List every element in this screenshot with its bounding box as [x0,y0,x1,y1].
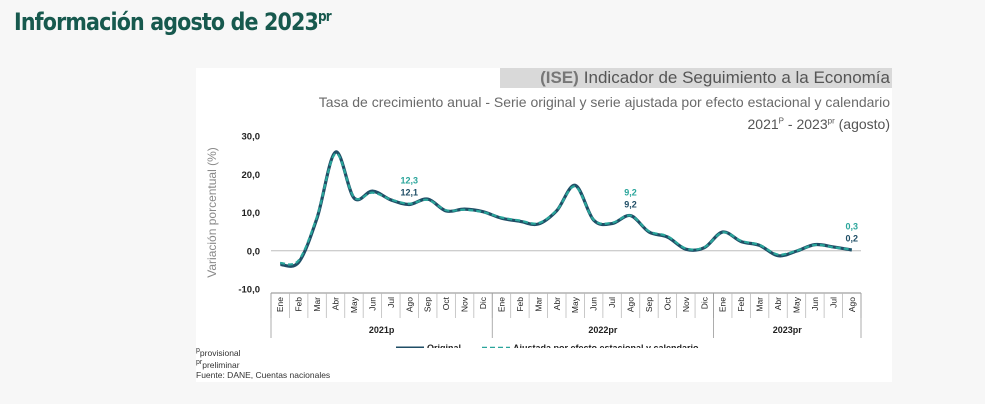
note-provisional-text: provisional [199,347,241,358]
x-tick-label: Abr [331,297,341,310]
data-label-adjusted: 0,3 [846,222,859,232]
period-end-sup: pr [827,116,835,126]
legend-label-original: Original [427,343,461,348]
note-preliminar: prpreliminar [196,358,330,370]
x-tick-label: Ago [404,297,414,312]
x-tick-label: May [791,296,801,313]
x-tick-label: May [570,296,580,313]
x-tick-label: Sep [644,297,654,312]
chart-notes: pprovisional prpreliminar Fuente: DANE, … [196,346,330,380]
series-adjusted-line [280,152,852,266]
period-start: 2021 [747,116,779,132]
x-tick-label: Ene [718,297,728,312]
year-label: 2021p [369,325,395,335]
x-tick-label: May [349,296,359,313]
x-tick-label: Jun [367,297,377,311]
y-tick-label: 20,0 [242,170,261,181]
legend-label-adjusted: Ajustada por efecto estacional y calenda… [513,343,699,348]
x-tick-label: Sep [423,297,433,312]
chart-title: Indicador de Seguimiento a la Economía [583,68,890,87]
y-tick-label: 30,0 [242,132,261,143]
x-tick-label: Feb [294,297,304,312]
x-tick-label: Mar [533,297,543,312]
data-label-adjusted: 9,2 [624,188,637,198]
x-tick-label: Abr [552,297,562,310]
x-tick-label: Jul [607,297,617,308]
chart-period: 2021P - 2023pr (agosto) [748,116,890,132]
page-title-text: Información agosto de 2023 [14,8,319,36]
period-note: (agosto) [834,116,890,132]
x-tick-label: Jun [589,297,599,311]
y-tick-label: -10,0 [238,285,260,296]
x-tick-label: Abr [773,297,783,310]
x-tick-label: Mar [312,297,322,312]
chart-title-bar: (ISE) Indicador de Seguimiento a la Econo… [500,68,892,88]
line-chart: Variación porcentual (%) 30,0 20,0 10,0 0,0 -… [205,132,862,348]
x-tick-label: Feb [736,297,746,312]
y-axis-label: Variación porcentual (%) [205,147,219,278]
x-tick-label: Jul [386,297,396,308]
period-end: 2023 [796,116,828,132]
x-tick-label: Nov [681,296,691,312]
year-label: 2022pr [588,325,618,335]
note-provisional-sup: p [196,347,200,354]
x-tick-label: Ago [847,297,857,312]
period-sep: - [784,116,797,132]
chart-subtitle: Tasa de crecimiento anual - Serie origin… [318,94,890,110]
x-tick-label: Feb [515,297,525,312]
data-label-original: 0,2 [846,234,859,244]
chart-card: (ISE) Indicador de Seguimiento a la Econo… [196,68,892,382]
period-start-sup: P [778,116,785,126]
note-source: Fuente: DANE, Cuentas nacionales [196,369,331,380]
x-tick-label: Oct [662,296,672,310]
x-tick-label: Nov [460,296,470,312]
data-label-original: 9,2 [624,200,637,210]
x-tick-label: Jun [810,297,820,311]
y-tick-label: 0,0 [247,246,260,257]
data-label-original: 12,1 [401,188,419,198]
x-tick-label: Ene [496,297,506,312]
x-tick-label: Ene [275,297,285,312]
x-tick-label: Dic [478,296,488,309]
note-provisional: pprovisional [196,346,330,358]
x-tick-label: Dic [699,296,709,309]
year-label: 2023pr [773,325,803,335]
note-preliminar-text: preliminar [202,359,240,370]
note-preliminar-sup: pr [196,358,203,366]
x-tick-label: Jul [828,297,838,308]
data-label-adjusted: 12,3 [401,176,419,186]
page-title-sup: pr [317,9,332,25]
x-tick-label: Oct [441,296,451,310]
y-tick-label: 10,0 [242,208,261,219]
page-title: Información agosto de 2023pr [14,8,332,36]
chart-title-abbr: (ISE) [540,68,579,87]
x-tick-label: Ago [626,297,636,312]
x-tick-label: Mar [755,297,765,312]
series-original-line [279,150,853,268]
